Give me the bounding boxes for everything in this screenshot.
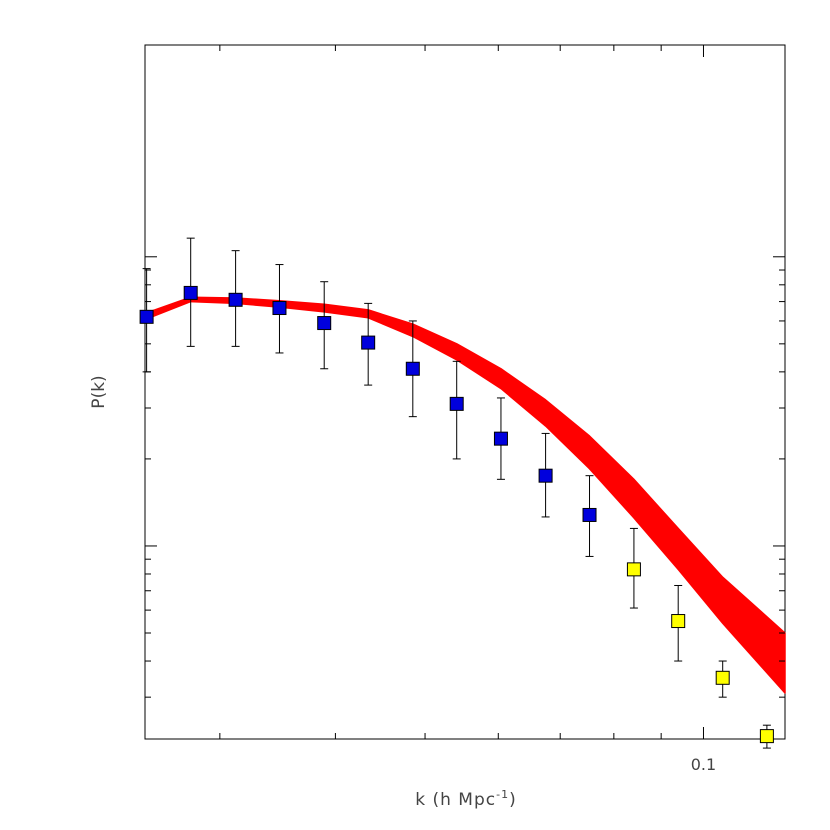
x-axis-label-sup: -1 [496,788,509,801]
x-axis-label-close: ) [509,790,517,810]
data-points [139,237,774,749]
data-point-square [317,316,332,331]
data-point-square [759,729,774,744]
x-axis-label: k (h Mpc-1) [415,788,516,810]
data-point-square [183,285,198,300]
data-point-square [582,507,597,522]
model-band-shape [145,296,786,694]
data-point-square [626,562,641,577]
data-point-square [715,670,730,685]
tick-labels: 0.1 [691,755,716,774]
y-axis-label: P(k) [89,375,109,408]
data-point-square [405,361,420,376]
x-tick-label: 0.1 [691,755,716,774]
axis-ticks [145,45,785,739]
data-point-square [538,468,553,483]
data-point-square [139,309,154,324]
data-point-square [228,292,243,307]
data-point-square [361,335,376,350]
data-point-square [493,431,508,446]
data-point-square [671,614,686,629]
data-point-square [449,396,464,411]
data-point-square [272,301,287,316]
plot-frame [144,44,786,740]
x-axis-label-main: k (h Mpc [415,790,496,810]
model-band [145,296,786,694]
